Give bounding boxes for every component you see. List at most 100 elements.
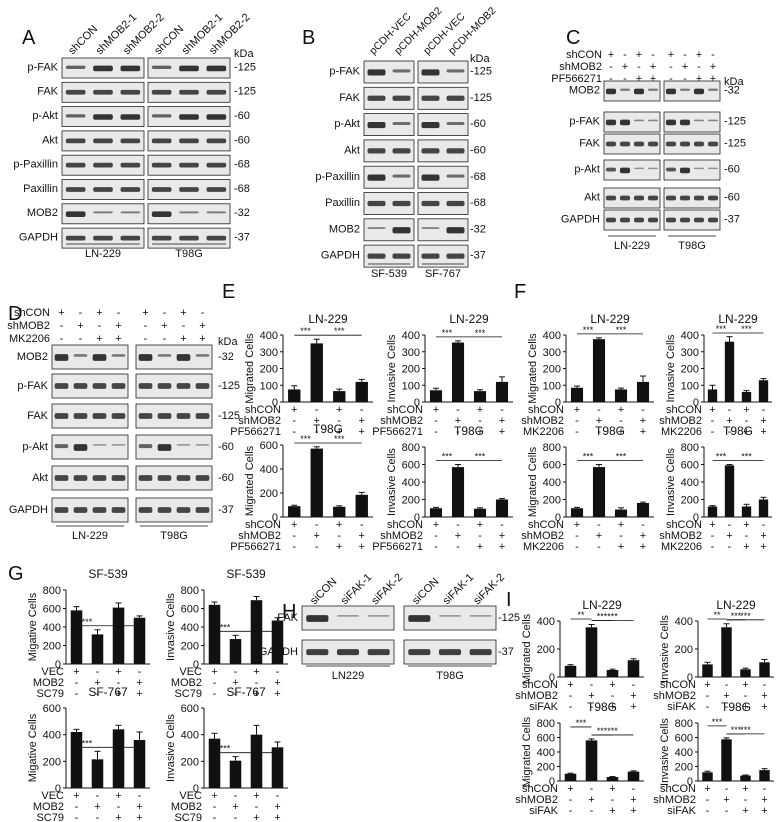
treatment-sign: +: [640, 530, 646, 542]
band: [693, 141, 705, 147]
treatment-label: shCON: [528, 404, 564, 416]
kda-marker: -60: [724, 191, 740, 203]
band: [195, 507, 210, 513]
kda-marker: -68: [234, 159, 250, 171]
band: [179, 187, 199, 192]
kda-marker: -125: [234, 61, 256, 73]
significance-mark: ***: [583, 325, 594, 335]
band: [619, 88, 631, 91]
y-axis-label: Migative Cells: [27, 592, 39, 661]
treatment-sign: -: [728, 426, 732, 438]
treatment-sign: -: [163, 333, 167, 345]
y-tick-label: 400: [543, 477, 561, 489]
treatment-sign: +: [636, 73, 642, 85]
y-axis-label: Invasive Cells: [165, 593, 177, 661]
treatment-label: shMOB2: [659, 530, 702, 542]
band: [65, 162, 86, 168]
treatment-sign: -: [255, 801, 259, 813]
band: [206, 211, 227, 214]
panel-letter: G: [8, 563, 24, 585]
y-tick-label: 800: [675, 718, 693, 730]
row-label: p-FAK: [17, 380, 48, 392]
band: [111, 354, 126, 357]
treatment-sign: -: [711, 49, 715, 61]
treatment-sign: +: [723, 690, 729, 702]
chart-title: T98G: [723, 424, 753, 438]
band: [392, 227, 411, 234]
y-tick-label: 200: [537, 644, 555, 656]
y-tick-label: 800: [537, 718, 555, 730]
treatment-label: shMOB2: [559, 61, 602, 73]
treatment-sign: -: [569, 701, 573, 713]
treatment-sign: +: [336, 404, 342, 416]
treatment-sign: +: [142, 307, 148, 319]
kda-marker: -60: [724, 163, 740, 175]
treatment-sign: +: [704, 783, 710, 795]
treatment-sign: -: [234, 666, 238, 678]
treatment-sign: +: [291, 404, 297, 416]
treatment-sign: +: [136, 812, 142, 822]
treatment-sign: -: [683, 73, 687, 85]
blot-strip: [603, 159, 661, 181]
treatment-sign: +: [742, 805, 748, 817]
band: [179, 89, 199, 95]
treatment-sign: -: [500, 404, 504, 416]
y-tick-label: 200: [675, 644, 693, 656]
treatment-sign: +: [726, 530, 732, 542]
treatment-sign: -: [60, 333, 64, 345]
treatment-sign: -: [609, 61, 613, 73]
bar: [271, 620, 284, 664]
lane-label: siFAK-1: [441, 571, 477, 607]
band: [120, 235, 141, 241]
y-tick-label: 100: [543, 380, 561, 392]
treatment-sign: -: [117, 677, 121, 689]
y-tick-label: 0: [555, 397, 561, 409]
bar: [473, 391, 487, 402]
treatment-sign: -: [597, 426, 601, 438]
treatment-sign: -: [434, 541, 438, 553]
treatment-sign: -: [728, 541, 732, 553]
treatment-sign: +: [73, 666, 79, 678]
significance-mark: ***: [616, 452, 627, 462]
treatment-sign: +: [499, 415, 505, 427]
bar: [112, 729, 125, 788]
band: [446, 95, 465, 101]
treatment-sign: +: [696, 73, 702, 85]
significance-mark: ***: [576, 718, 587, 728]
band: [707, 195, 719, 201]
treatment-sign: -: [597, 541, 601, 553]
bar: [740, 775, 751, 781]
treatment-sign: +: [609, 805, 615, 817]
treatment-sign: -: [637, 61, 641, 73]
treatment-sign: +: [742, 701, 748, 713]
band: [647, 167, 659, 170]
y-tick-label: 600: [681, 460, 699, 472]
chart-title: SF-539: [226, 567, 266, 581]
y-tick-label: 200: [681, 364, 699, 376]
lane-label: siCON: [410, 576, 441, 607]
treatment-sign: +: [723, 794, 729, 806]
blot-strip: [363, 218, 415, 242]
cell-line-label: LN229: [332, 670, 364, 682]
treatment-sign: +: [94, 677, 100, 689]
y-tick-label: 0: [55, 783, 61, 795]
row-label: Akt: [584, 191, 600, 203]
treatment-sign: -: [138, 666, 142, 678]
blot-strip: [417, 86, 469, 110]
treatment-sign: +: [609, 701, 615, 713]
band: [65, 138, 86, 144]
band: [367, 227, 386, 230]
treatment-sign: -: [337, 530, 341, 542]
band: [446, 69, 465, 73]
treatment-sign: +: [274, 688, 280, 700]
bar: [759, 662, 770, 677]
band: [176, 444, 191, 446]
treatment-sign: +: [199, 333, 205, 345]
bar: [570, 508, 584, 517]
treatment-sign: -: [590, 679, 594, 691]
chart-title: T98G: [454, 424, 484, 438]
bar: [495, 381, 509, 402]
row-label: Akt: [344, 145, 360, 157]
